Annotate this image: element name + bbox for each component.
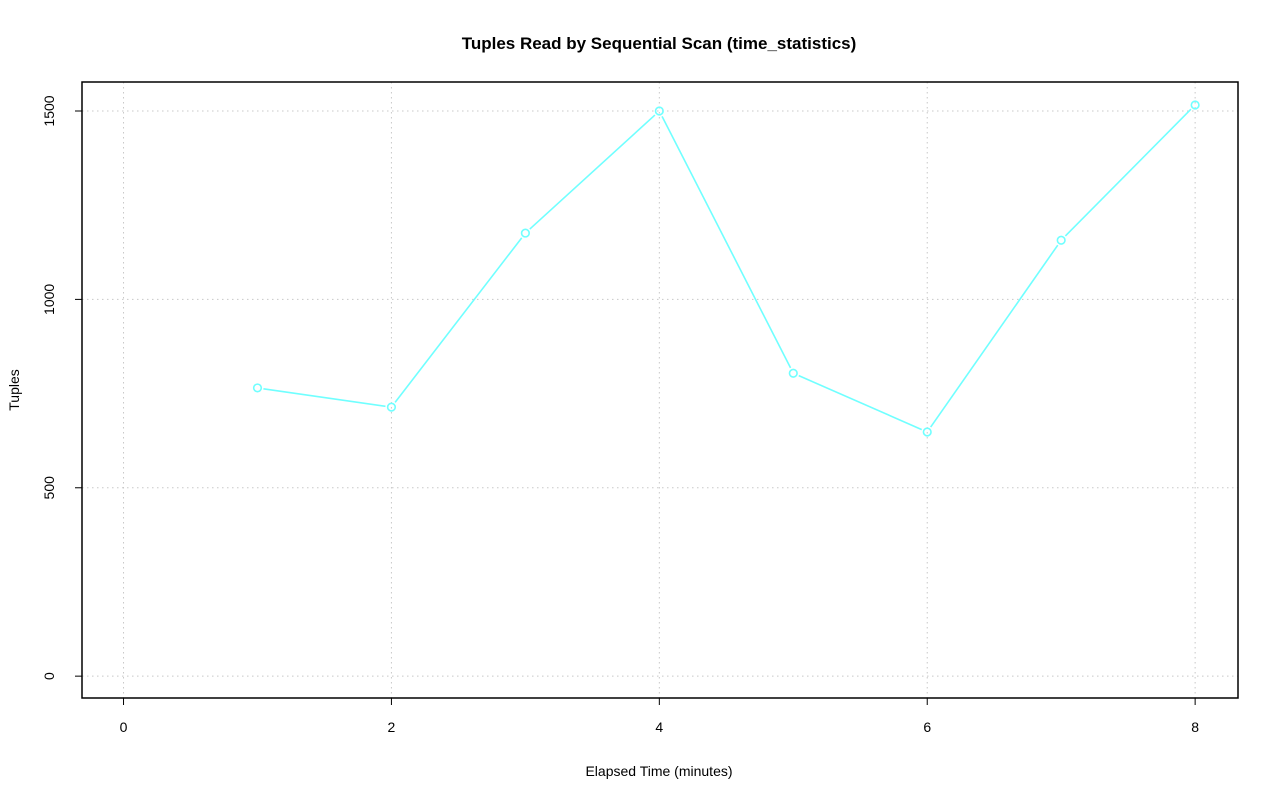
y-tick-label: 1500 xyxy=(41,95,57,126)
data-point xyxy=(922,427,932,437)
series-line-segment xyxy=(394,237,523,403)
y-tick-label: 1000 xyxy=(41,284,57,315)
data-point xyxy=(1056,235,1066,245)
series-line-segment xyxy=(930,244,1059,428)
x-tick-label: 6 xyxy=(923,719,931,735)
x-tick-label: 2 xyxy=(388,719,396,735)
y-tick-label: 500 xyxy=(41,476,57,500)
plot-frame xyxy=(81,81,1239,699)
data-point xyxy=(252,383,263,393)
data-point xyxy=(654,106,664,116)
y-tick-label: 0 xyxy=(41,672,57,680)
data-point xyxy=(520,228,530,238)
series-line-segment xyxy=(798,374,923,431)
x-axis-label: Elapsed Time (minutes) xyxy=(585,763,732,779)
x-tick-label: 4 xyxy=(655,719,663,735)
series-line-segment xyxy=(529,114,656,230)
data-point xyxy=(788,368,798,378)
chart-title: Tuples Read by Sequential Scan (time_sta… xyxy=(462,34,857,53)
series-line-segment xyxy=(661,115,792,369)
series-line-segment xyxy=(1064,108,1192,237)
data-point xyxy=(1190,100,1200,110)
x-tick-label: 0 xyxy=(120,719,128,735)
y-axis-label: Tuples xyxy=(6,369,22,411)
x-tick-label: 8 xyxy=(1191,719,1199,735)
series-line-segment xyxy=(263,387,386,408)
data-point xyxy=(386,402,397,412)
